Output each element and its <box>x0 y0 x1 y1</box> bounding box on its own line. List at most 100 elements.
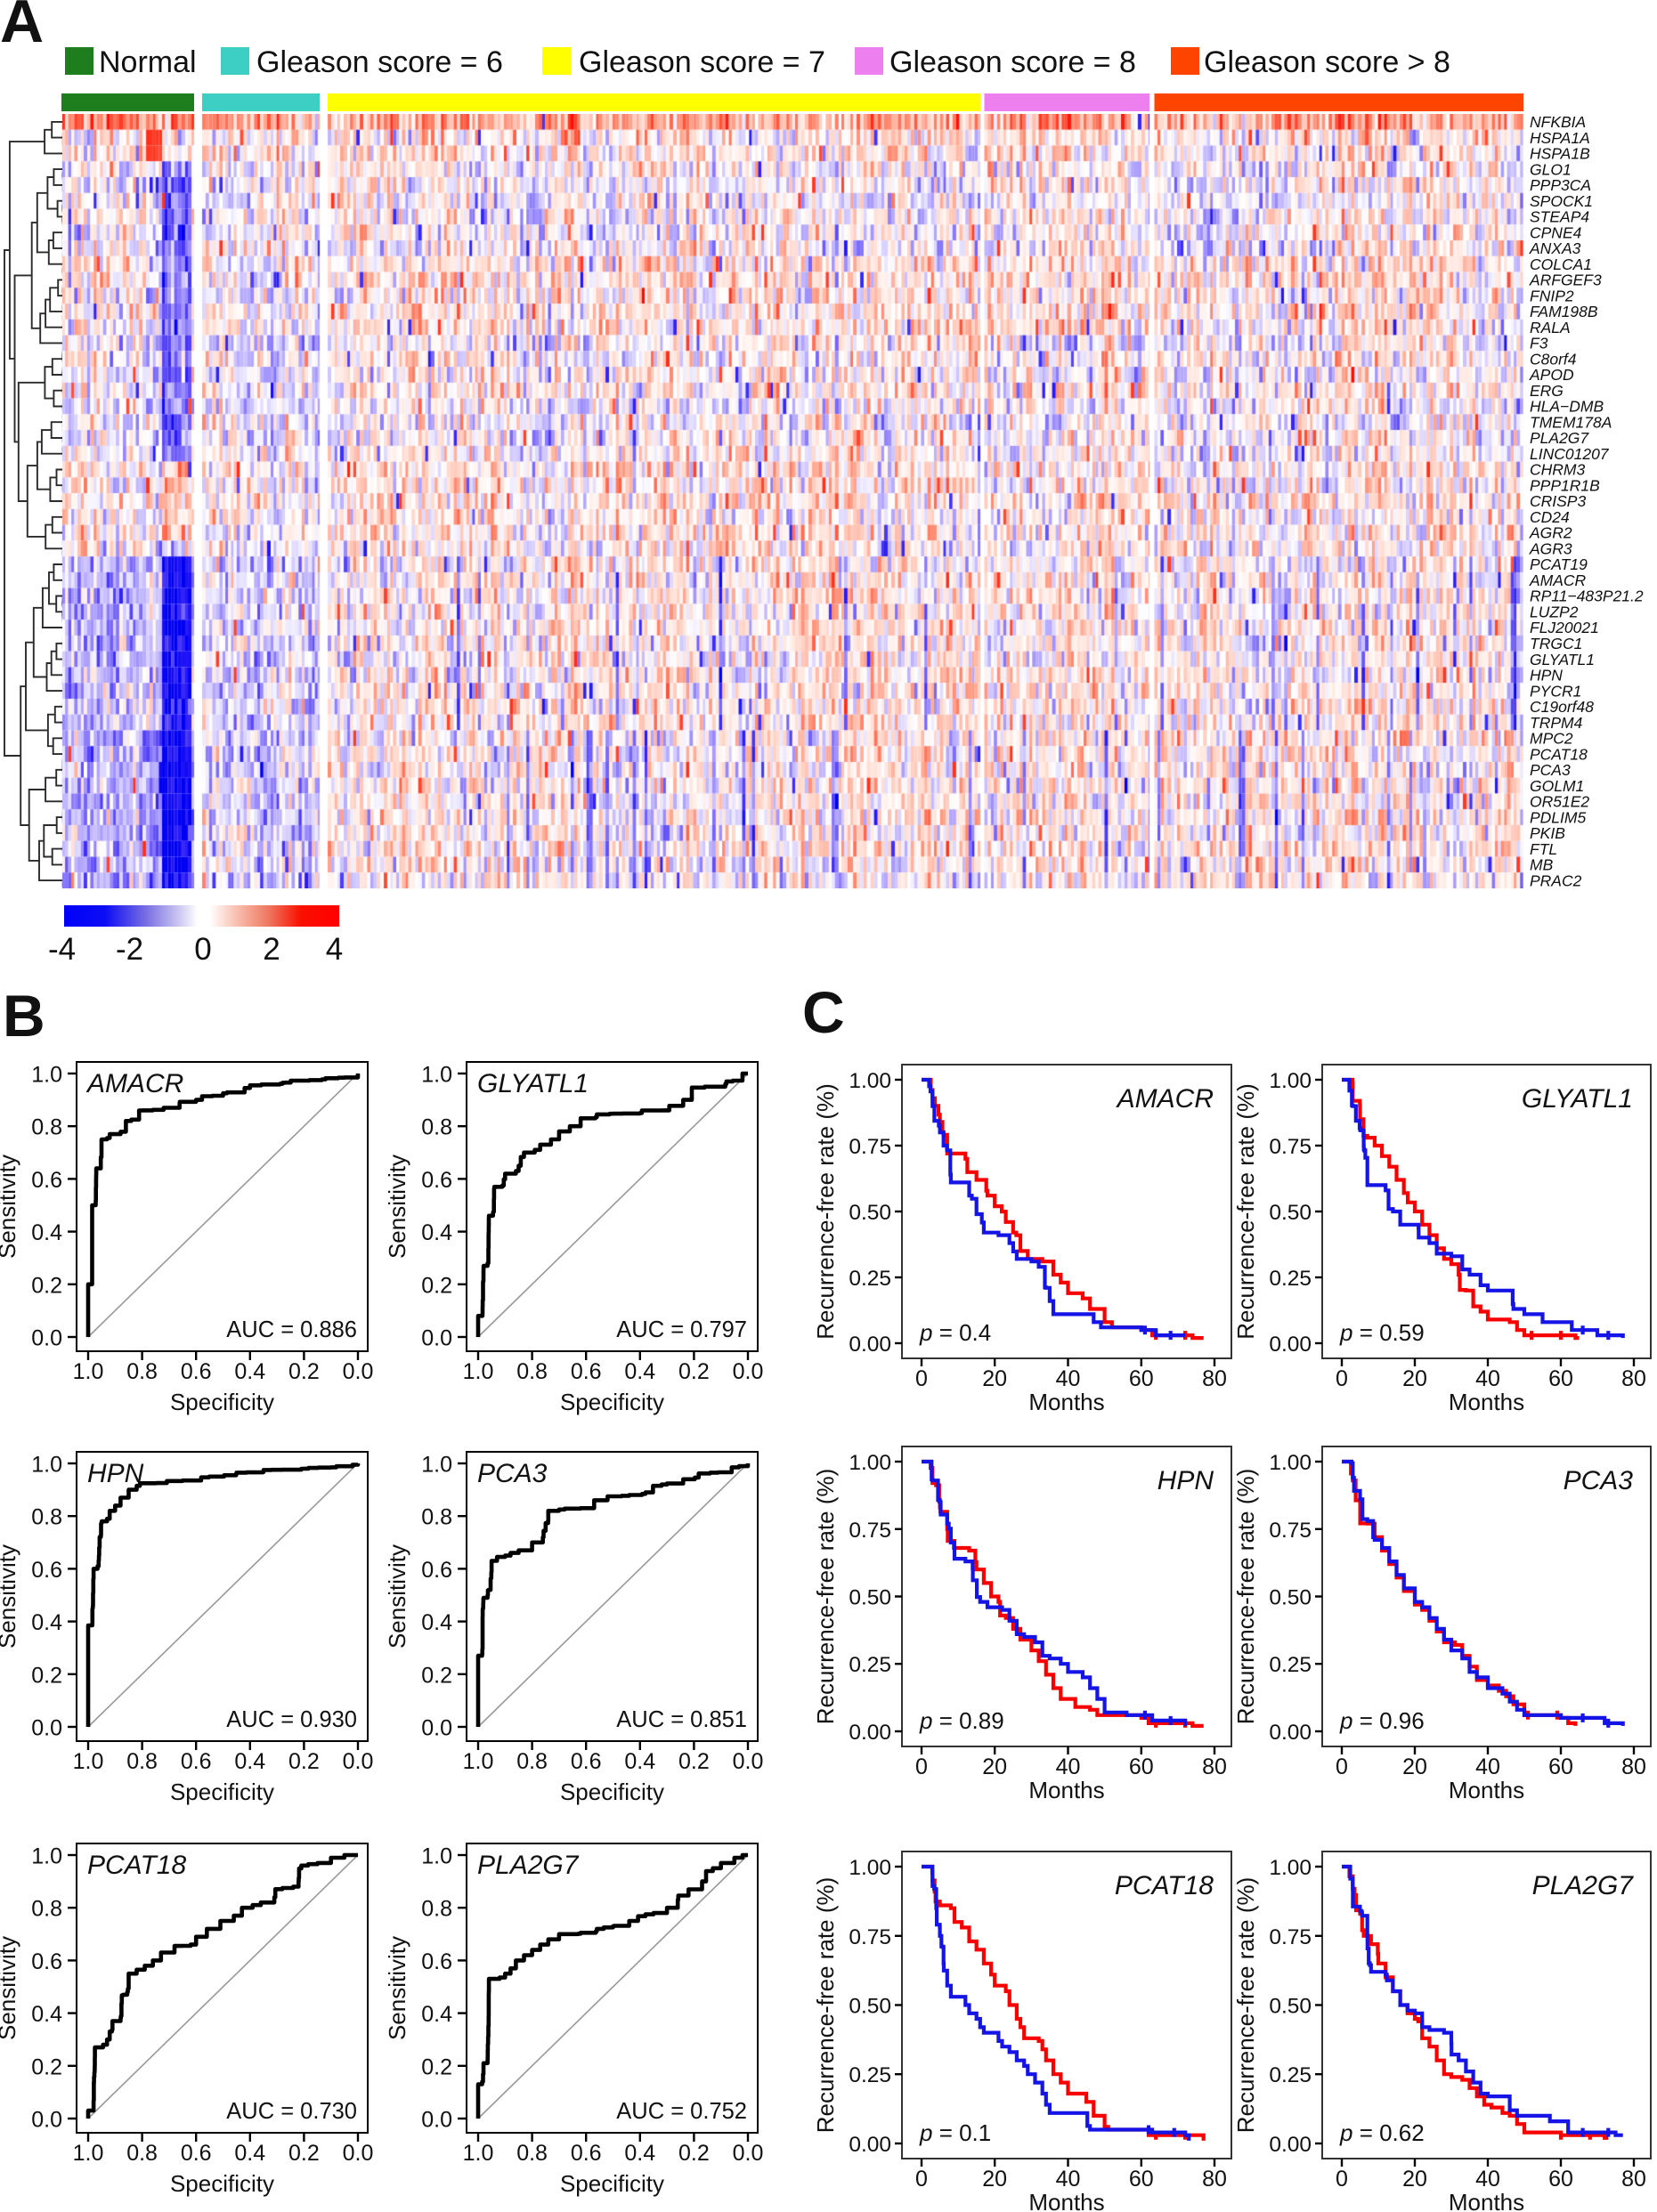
svg-text:-4: -4 <box>48 932 76 967</box>
svg-text:60: 60 <box>1548 1754 1573 1779</box>
svg-text:Months: Months <box>1449 1777 1524 1803</box>
svg-text:Recurrence-free rate (%): Recurrence-free rate (%) <box>812 1469 839 1725</box>
svg-text:0.4: 0.4 <box>234 1359 265 1384</box>
svg-text:0.8: 0.8 <box>421 1897 452 1922</box>
svg-text:AUC = 0.886: AUC = 0.886 <box>226 1317 357 1342</box>
svg-text:Specificity: Specificity <box>560 1389 664 1415</box>
svg-text:0.0: 0.0 <box>421 1716 452 1741</box>
svg-text:0.6: 0.6 <box>31 1558 62 1583</box>
svg-text:AUC = 0.851: AUC = 0.851 <box>616 1707 747 1732</box>
svg-text:ANXA3: ANXA3 <box>1529 239 1581 257</box>
svg-text:1.00: 1.00 <box>849 1451 891 1475</box>
svg-text:0.2: 0.2 <box>288 2141 320 2166</box>
svg-text:CRISP3: CRISP3 <box>1530 492 1586 510</box>
svg-text:0: 0 <box>915 1754 928 1779</box>
svg-text:LINC01207: LINC01207 <box>1530 445 1610 463</box>
svg-text:0.75: 0.75 <box>849 1925 891 1949</box>
svg-text:HSPA1A: HSPA1A <box>1530 129 1590 147</box>
svg-text:GOLM1: GOLM1 <box>1530 777 1584 795</box>
svg-text:Recurrence-free rate (%): Recurrence-free rate (%) <box>812 1083 839 1340</box>
svg-text:0.0: 0.0 <box>421 1326 452 1351</box>
svg-text:COLCA1: COLCA1 <box>1530 255 1592 273</box>
svg-text:1.0: 1.0 <box>73 2141 104 2166</box>
svg-text:PCAT18: PCAT18 <box>87 1851 186 1880</box>
svg-text:0.6: 0.6 <box>421 1168 452 1193</box>
svg-text:FTL: FTL <box>1530 840 1557 858</box>
svg-text:Sensitivity: Sensitivity <box>384 1544 410 1649</box>
svg-text:Recurrence-free rate (%): Recurrence-free rate (%) <box>1232 1469 1259 1725</box>
svg-text:60: 60 <box>1548 2167 1573 2192</box>
svg-text:0.50: 0.50 <box>1269 1586 1312 1610</box>
svg-text:0: 0 <box>1336 1366 1348 1391</box>
svg-text:40: 40 <box>1475 1366 1500 1391</box>
svg-text:Sensitivity: Sensitivity <box>0 1155 20 1259</box>
svg-text:0.8: 0.8 <box>31 1505 62 1530</box>
svg-text:20: 20 <box>982 1754 1007 1779</box>
svg-text:AGR3: AGR3 <box>1529 540 1572 558</box>
svg-text:NFKBIA: NFKBIA <box>1530 113 1586 131</box>
svg-text:0.2: 0.2 <box>678 1749 710 1774</box>
svg-text:0.25: 0.25 <box>1269 1653 1312 1677</box>
svg-text:0.4: 0.4 <box>421 1220 452 1245</box>
svg-text:0.2: 0.2 <box>421 1663 452 1688</box>
svg-text:0.25: 0.25 <box>849 1267 891 1291</box>
svg-text:0.2: 0.2 <box>421 2054 452 2079</box>
svg-text:20: 20 <box>1402 1754 1427 1779</box>
svg-text:1.0: 1.0 <box>31 1063 62 1088</box>
svg-text:60: 60 <box>1129 1754 1154 1779</box>
svg-text:0.2: 0.2 <box>678 2141 710 2166</box>
svg-text:0.50: 0.50 <box>849 1995 891 2019</box>
svg-text:0.00: 0.00 <box>1269 2133 1312 2157</box>
svg-text:0.4: 0.4 <box>421 2002 452 2027</box>
svg-text:0.6: 0.6 <box>31 1949 62 1974</box>
svg-text:PRAC2: PRAC2 <box>1530 871 1582 889</box>
svg-text:0.6: 0.6 <box>421 1558 452 1583</box>
svg-text:0.25: 0.25 <box>1269 2063 1312 2087</box>
svg-text:Months: Months <box>1028 1389 1104 1415</box>
svg-text:0.0: 0.0 <box>31 1716 62 1741</box>
svg-text:1.0: 1.0 <box>463 1359 494 1384</box>
svg-text:-2: -2 <box>116 932 143 967</box>
svg-text:0.6: 0.6 <box>571 1749 602 1774</box>
svg-text:80: 80 <box>1621 2167 1646 2192</box>
svg-text:0.4: 0.4 <box>624 2141 655 2166</box>
svg-text:PLA2G7: PLA2G7 <box>1530 429 1589 447</box>
svg-text:PCA3: PCA3 <box>1530 761 1571 779</box>
svg-text:0: 0 <box>915 2167 928 2192</box>
svg-text:PLA2G7: PLA2G7 <box>1532 1871 1635 1900</box>
svg-text:F3: F3 <box>1530 335 1548 352</box>
svg-text:PPP3CA: PPP3CA <box>1530 176 1591 194</box>
svg-text:0.4: 0.4 <box>234 1749 265 1774</box>
svg-text:0.0: 0.0 <box>31 2108 62 2133</box>
svg-text:Months: Months <box>1449 2189 1524 2212</box>
svg-text:0.00: 0.00 <box>849 2133 891 2157</box>
svg-text:GLYATL1: GLYATL1 <box>477 1069 589 1098</box>
svg-text:0.00: 0.00 <box>849 1721 891 1745</box>
svg-text:0.8: 0.8 <box>126 1359 158 1384</box>
svg-text:ERG: ERG <box>1530 382 1564 400</box>
svg-text:0.00: 0.00 <box>1269 1721 1312 1745</box>
svg-text:MB: MB <box>1530 856 1554 874</box>
svg-text:APOD: APOD <box>1529 366 1574 384</box>
svg-text:0.75: 0.75 <box>1269 1519 1312 1543</box>
svg-text:0.75: 0.75 <box>849 1135 891 1159</box>
svg-text:Specificity: Specificity <box>170 2170 274 2197</box>
svg-text:0: 0 <box>194 932 211 967</box>
svg-text:p = 0.89: p = 0.89 <box>919 1707 1004 1734</box>
svg-text:60: 60 <box>1129 1366 1154 1391</box>
svg-text:1.0: 1.0 <box>73 1359 104 1384</box>
svg-text:FAM198B: FAM198B <box>1530 303 1598 320</box>
svg-text:AGR2: AGR2 <box>1529 524 1572 542</box>
svg-text:0: 0 <box>1336 1754 1348 1779</box>
svg-text:0.0: 0.0 <box>343 1749 374 1774</box>
svg-text:0.0: 0.0 <box>733 2141 764 2166</box>
svg-text:0.6: 0.6 <box>421 1949 452 1974</box>
svg-text:FLJ20021: FLJ20021 <box>1530 619 1599 636</box>
svg-text:0.75: 0.75 <box>1269 1925 1312 1949</box>
svg-text:0.50: 0.50 <box>849 1586 891 1610</box>
svg-text:80: 80 <box>1621 1366 1646 1391</box>
svg-text:0.2: 0.2 <box>421 1273 452 1298</box>
svg-text:0.8: 0.8 <box>421 1115 452 1140</box>
svg-text:RP11−483P21.2: RP11−483P21.2 <box>1530 587 1644 605</box>
svg-text:TRPM4: TRPM4 <box>1530 714 1583 732</box>
